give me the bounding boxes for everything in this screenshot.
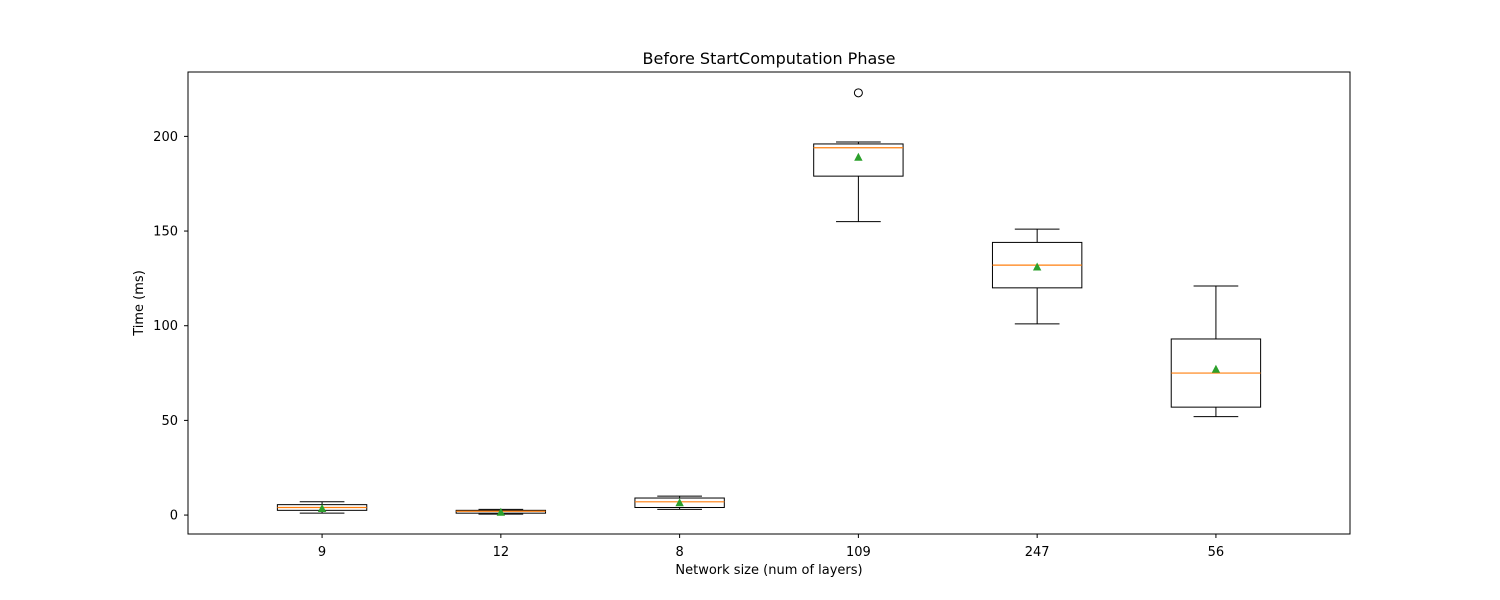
box-group-8 xyxy=(634,495,725,510)
x-tick-label: 12 xyxy=(493,545,510,560)
y-axis: 0 50 100 150 200 xyxy=(153,130,188,524)
x-tick-label: 247 xyxy=(1025,545,1050,560)
x-axis: 9 12 8 109 247 56 xyxy=(318,534,1224,560)
outlier-point xyxy=(853,88,863,98)
box-group-56 xyxy=(1170,285,1262,418)
y-tick-label: 100 xyxy=(153,319,178,334)
mean-marker xyxy=(1211,364,1221,373)
mean-marker xyxy=(1032,262,1042,271)
mean-marker xyxy=(317,503,327,512)
box xyxy=(634,497,725,508)
mean-marker xyxy=(496,507,506,516)
x-tick-label: 9 xyxy=(318,545,326,560)
chart-title: Before StartComputation Phase xyxy=(643,49,896,68)
box-group-12 xyxy=(455,507,547,516)
x-tick-label: 8 xyxy=(675,545,683,560)
y-tick-label: 200 xyxy=(153,130,178,145)
y-tick-label: 0 xyxy=(170,509,178,524)
boxes-layer xyxy=(276,88,1262,516)
box-group-109 xyxy=(813,88,904,223)
mean-marker xyxy=(854,152,863,161)
box xyxy=(813,143,904,177)
y-tick-label: 50 xyxy=(161,414,178,429)
x-axis-label: Network size (num of layers) xyxy=(675,563,862,578)
mean-marker xyxy=(675,498,684,507)
box-group-9 xyxy=(276,501,368,514)
plot-area-frame xyxy=(187,71,1351,535)
x-tick-label: 109 xyxy=(846,545,871,560)
box-group-247 xyxy=(991,228,1083,325)
y-axis-label: Time (ms) xyxy=(132,270,147,337)
x-tick-label: 56 xyxy=(1208,545,1225,560)
y-tick-label: 150 xyxy=(153,225,178,240)
